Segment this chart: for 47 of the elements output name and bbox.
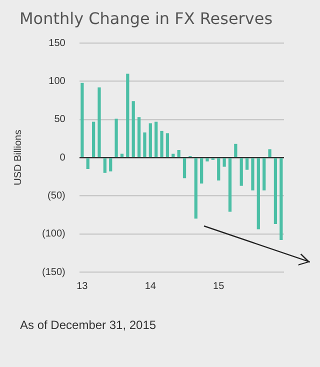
x-tick-label: 15 — [213, 280, 225, 292]
bar — [148, 123, 152, 157]
chart-title: Monthly Change in FX Reserves — [19, 8, 273, 28]
y-tick-label: 50 — [54, 114, 66, 126]
bar — [98, 87, 101, 157]
bar — [217, 158, 220, 180]
bar — [280, 158, 283, 240]
bar — [166, 133, 170, 157]
bar — [154, 122, 158, 157]
bar — [228, 158, 232, 212]
bar — [103, 158, 106, 173]
text: As of December 31, 2015 — [20, 318, 158, 333]
bar — [206, 158, 209, 162]
y-tick-label: (100) — [42, 228, 66, 240]
bar — [268, 149, 272, 157]
bar — [194, 158, 198, 219]
bar — [126, 74, 130, 157]
bar — [245, 158, 249, 170]
bar — [256, 158, 260, 230]
bar — [200, 158, 204, 184]
x-tick-label: 14 — [144, 280, 156, 292]
bar — [143, 132, 146, 157]
bar — [177, 150, 180, 157]
bar — [109, 158, 112, 172]
bar — [182, 158, 186, 178]
bar — [222, 158, 226, 167]
y-tick-label: 150 — [48, 38, 66, 49]
y-tick-label: 100 — [48, 76, 66, 88]
bar — [251, 158, 254, 190]
bar — [86, 158, 90, 170]
y-tick-label: (50) — [48, 190, 66, 202]
bar — [240, 158, 243, 186]
bar — [80, 82, 84, 157]
bar — [160, 130, 164, 157]
bar — [172, 154, 175, 157]
bar — [114, 118, 118, 157]
bar — [137, 117, 141, 157]
x-tick-label: 13 — [76, 280, 88, 292]
y-axis-title: USD Billions — [12, 130, 24, 186]
bar — [262, 158, 266, 190]
bar — [274, 158, 278, 224]
bar — [92, 122, 96, 157]
y-tick-label: 0 — [60, 152, 66, 164]
bar — [132, 101, 135, 157]
bar — [234, 144, 238, 157]
bar — [120, 154, 124, 157]
y-tick-label: (150) — [42, 266, 66, 278]
